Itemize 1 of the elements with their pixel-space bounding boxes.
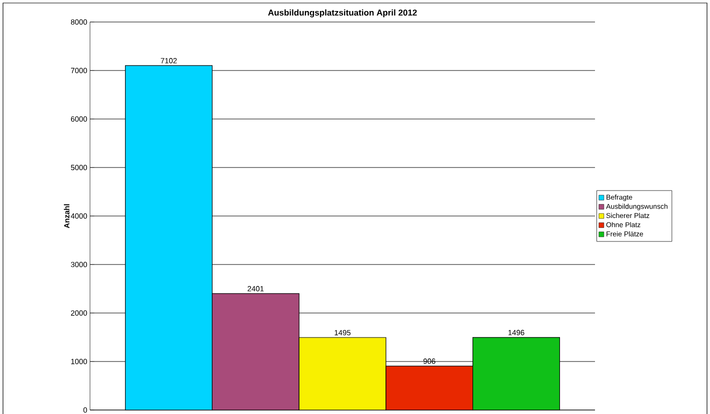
chart-title: Ausbildungsplatzsituation April 2012	[268, 9, 417, 18]
